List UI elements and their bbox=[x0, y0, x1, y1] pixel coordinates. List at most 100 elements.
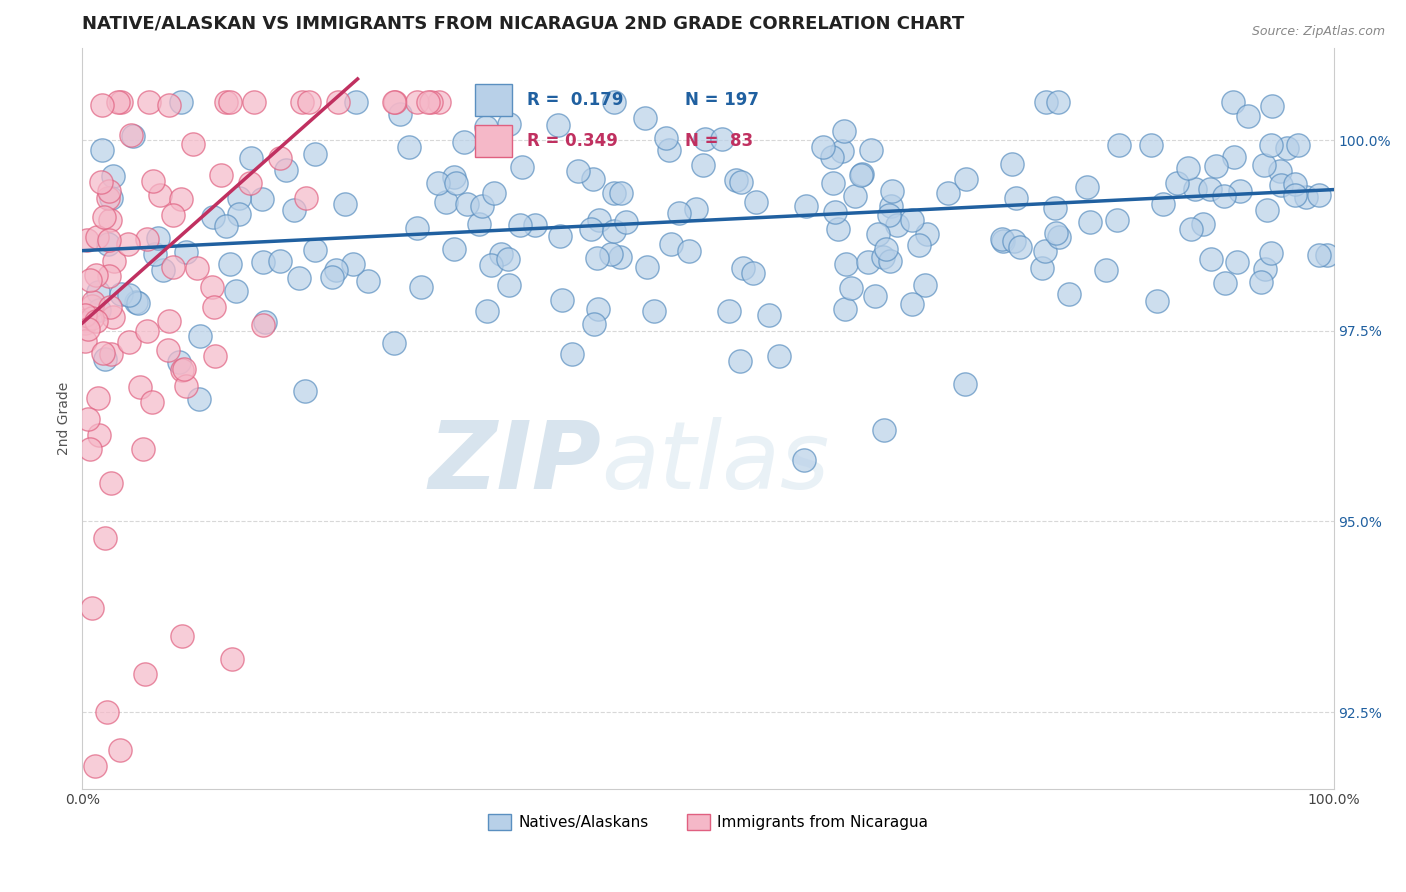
Point bbox=[741, 266, 763, 280]
Point bbox=[122, 129, 145, 144]
Y-axis label: 2nd Grade: 2nd Grade bbox=[58, 382, 72, 455]
Point bbox=[479, 258, 502, 272]
Point bbox=[900, 296, 922, 310]
Point bbox=[269, 254, 291, 268]
Point bbox=[475, 120, 498, 135]
Point bbox=[1253, 158, 1275, 172]
Point bbox=[498, 117, 520, 131]
Point bbox=[409, 280, 432, 294]
Point bbox=[550, 229, 572, 244]
Point bbox=[127, 296, 149, 310]
Point bbox=[484, 95, 506, 109]
Point bbox=[86, 229, 108, 244]
Point bbox=[509, 218, 531, 232]
Point bbox=[295, 191, 318, 205]
Point bbox=[725, 173, 748, 187]
Point bbox=[730, 175, 752, 189]
Point bbox=[103, 254, 125, 268]
Point bbox=[80, 299, 103, 313]
Point bbox=[1198, 182, 1220, 196]
Point bbox=[98, 300, 121, 314]
Point bbox=[1199, 252, 1222, 267]
Point bbox=[582, 171, 605, 186]
Point bbox=[94, 531, 117, 545]
Point bbox=[120, 128, 142, 142]
Point bbox=[1229, 185, 1251, 199]
Point bbox=[82, 294, 104, 309]
Point bbox=[914, 277, 936, 292]
Point bbox=[97, 233, 120, 247]
Point bbox=[79, 272, 101, 286]
Point bbox=[796, 199, 818, 213]
Point bbox=[582, 317, 605, 331]
Point bbox=[76, 412, 98, 426]
Point bbox=[547, 118, 569, 132]
Point bbox=[477, 304, 499, 318]
Point bbox=[1236, 110, 1258, 124]
Point bbox=[1008, 240, 1031, 254]
Point bbox=[125, 295, 148, 310]
Point bbox=[186, 260, 208, 275]
Point bbox=[80, 600, 103, 615]
Point bbox=[298, 95, 321, 109]
Point bbox=[1284, 177, 1306, 191]
Point bbox=[1078, 215, 1101, 229]
Point bbox=[269, 151, 291, 165]
Point bbox=[872, 250, 894, 264]
Point bbox=[1275, 141, 1298, 155]
Point bbox=[156, 343, 179, 357]
Point bbox=[389, 106, 412, 120]
Point bbox=[167, 355, 190, 369]
Point bbox=[1004, 234, 1026, 248]
Point bbox=[1180, 222, 1202, 236]
Point bbox=[1152, 197, 1174, 211]
Point bbox=[661, 236, 683, 251]
Point bbox=[1035, 95, 1057, 109]
Point bbox=[170, 192, 193, 206]
Point bbox=[188, 328, 211, 343]
Point bbox=[75, 313, 97, 327]
Point bbox=[100, 191, 122, 205]
Point bbox=[1045, 226, 1067, 240]
Point bbox=[444, 176, 467, 190]
Point bbox=[498, 277, 520, 292]
Point bbox=[228, 207, 250, 221]
Point bbox=[76, 233, 98, 247]
Point bbox=[406, 95, 429, 109]
Point bbox=[97, 185, 120, 199]
Point bbox=[97, 191, 120, 205]
Point bbox=[1260, 246, 1282, 260]
Point bbox=[174, 245, 197, 260]
Point bbox=[100, 346, 122, 360]
Point bbox=[335, 196, 357, 211]
Point bbox=[711, 132, 734, 146]
Point bbox=[1076, 179, 1098, 194]
Point bbox=[498, 252, 520, 267]
Point bbox=[427, 95, 450, 109]
Point bbox=[321, 269, 343, 284]
Point bbox=[1261, 98, 1284, 112]
Point bbox=[87, 303, 110, 318]
Point bbox=[344, 95, 367, 109]
Point bbox=[936, 186, 959, 200]
Point bbox=[730, 354, 752, 368]
Point bbox=[91, 346, 114, 360]
Point bbox=[73, 334, 96, 348]
Point bbox=[841, 281, 863, 295]
Point bbox=[614, 215, 637, 229]
Point bbox=[129, 380, 152, 394]
Point bbox=[879, 208, 901, 222]
Point bbox=[252, 192, 274, 206]
Point bbox=[636, 260, 658, 274]
Point bbox=[86, 285, 108, 300]
Point bbox=[831, 144, 853, 158]
Point bbox=[146, 231, 169, 245]
Point bbox=[225, 285, 247, 299]
Point bbox=[135, 232, 157, 246]
Point bbox=[603, 186, 626, 201]
Point bbox=[1205, 159, 1227, 173]
Point bbox=[357, 274, 380, 288]
Point bbox=[731, 260, 754, 275]
Point bbox=[863, 289, 886, 303]
Point bbox=[510, 160, 533, 174]
